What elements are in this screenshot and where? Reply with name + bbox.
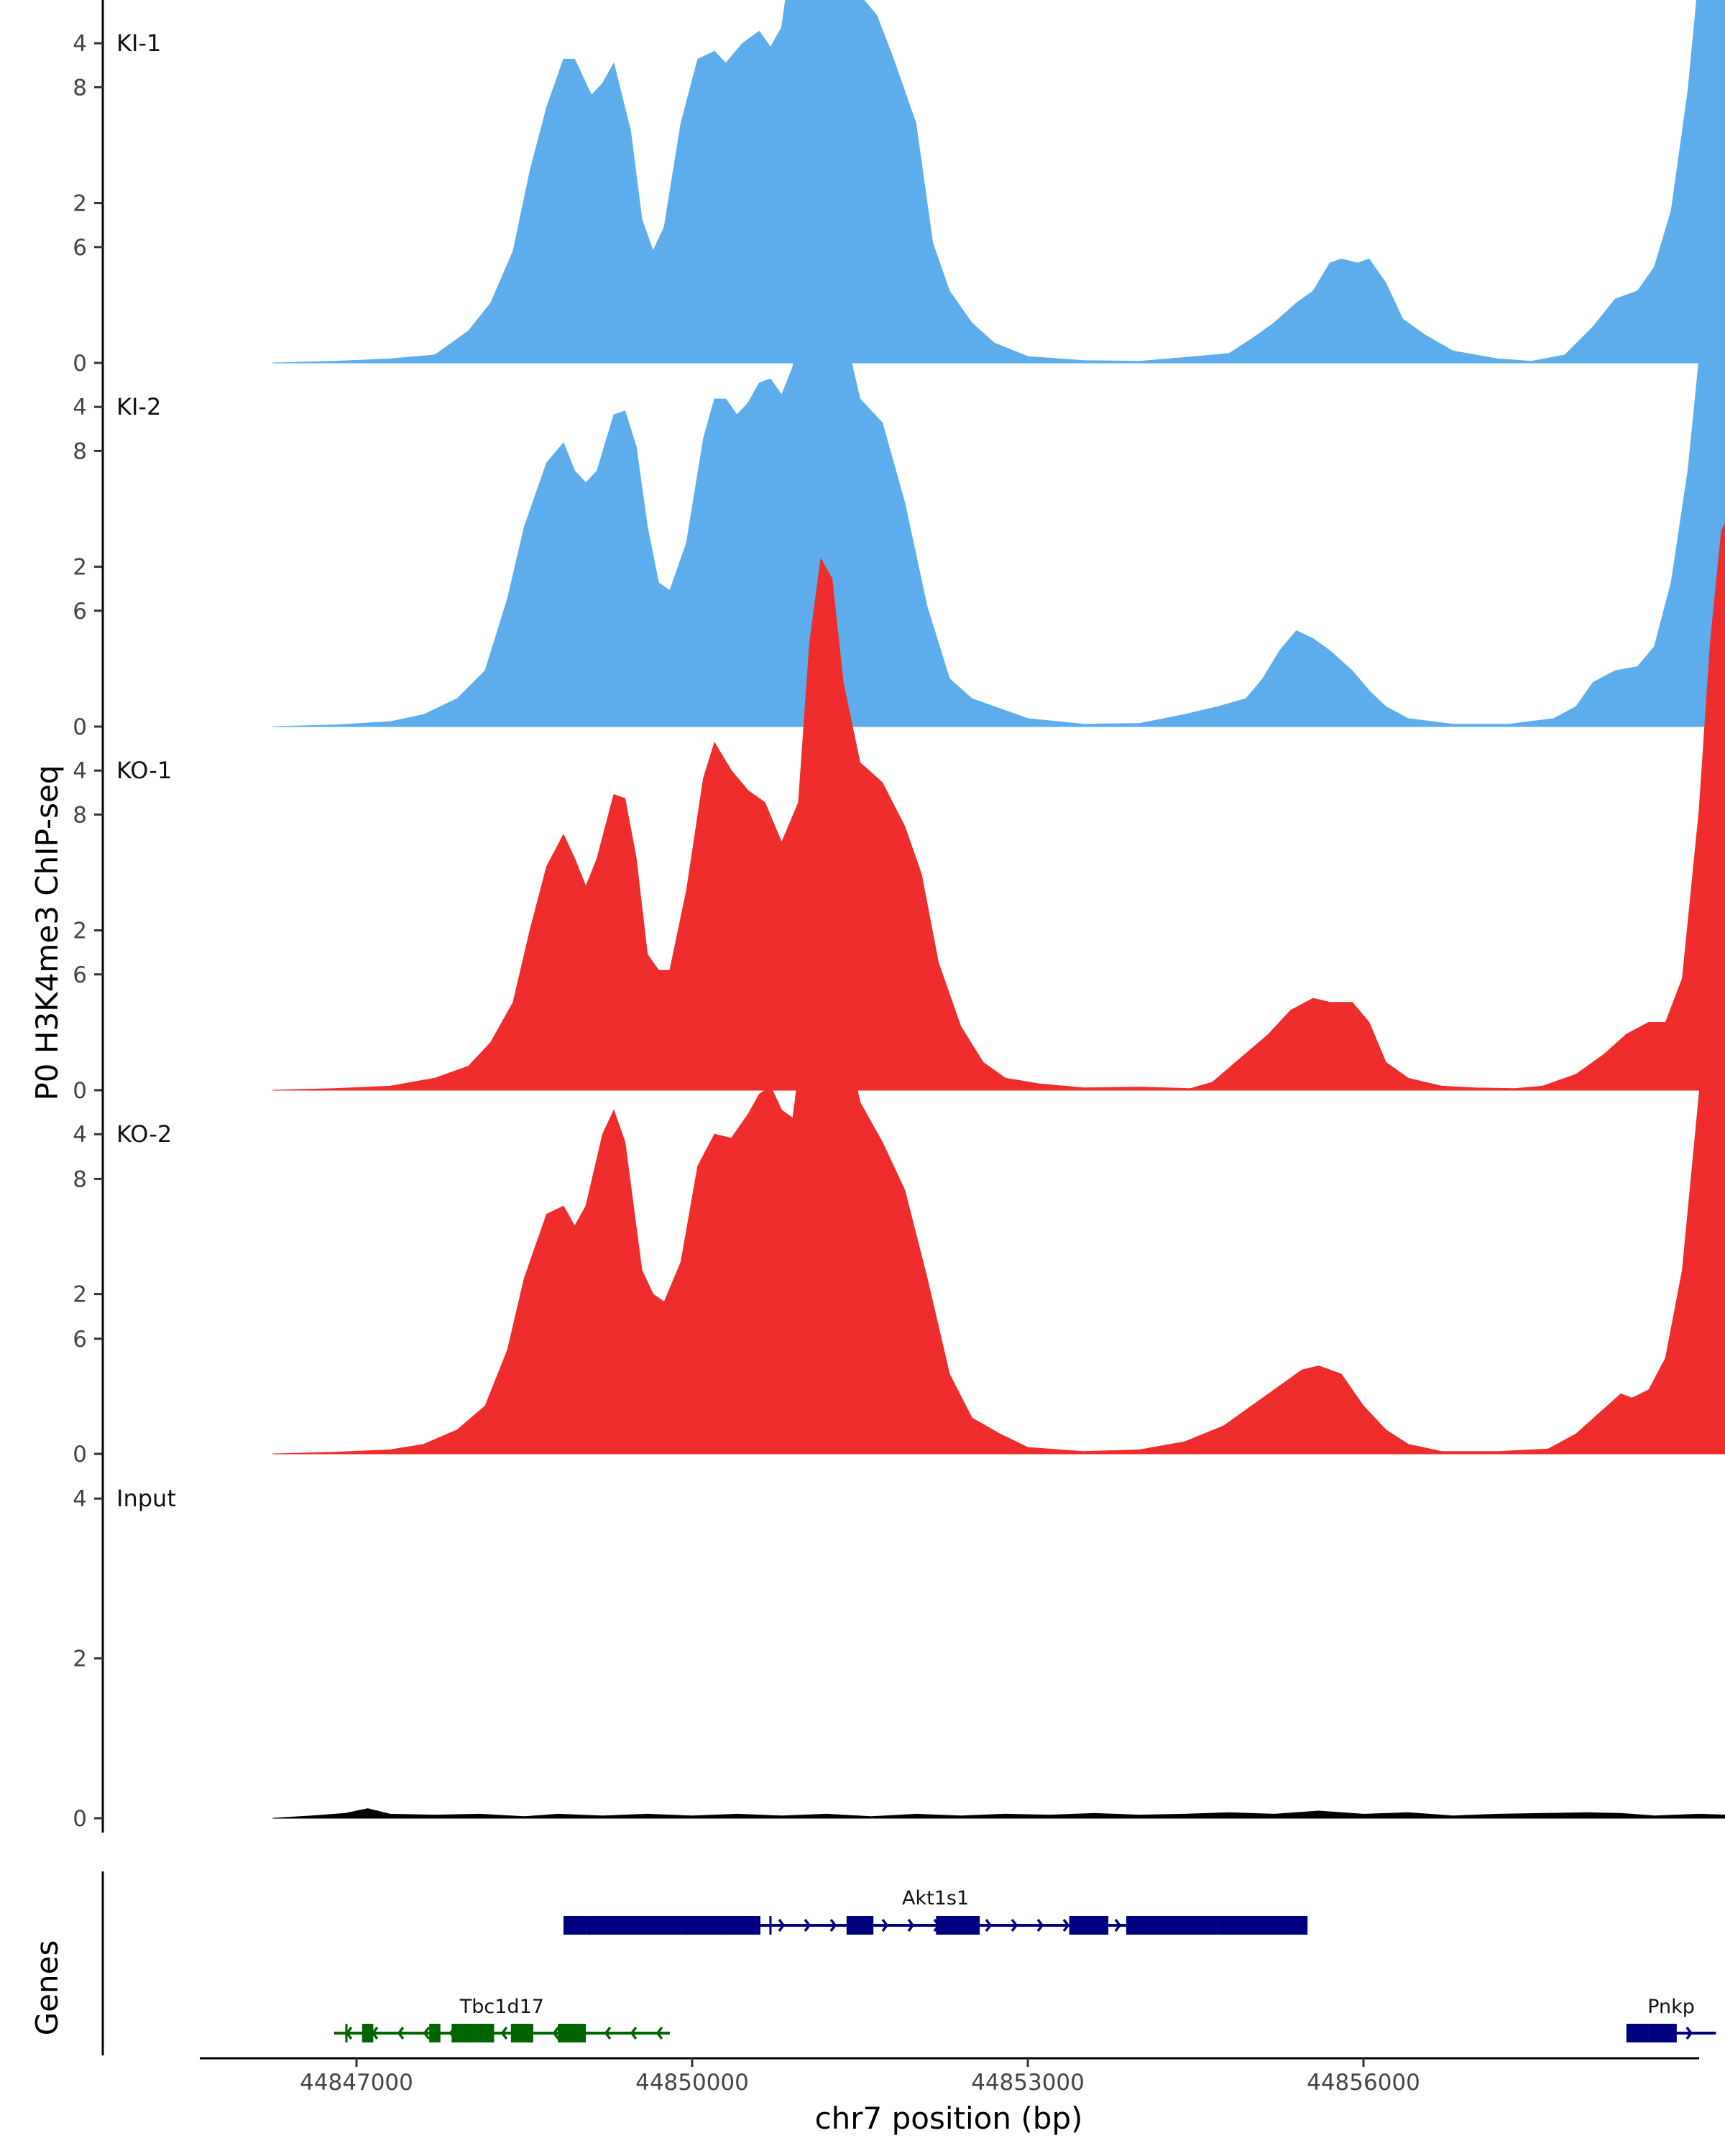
strand-arrow <box>907 1918 915 1932</box>
strand-arrow <box>500 2026 508 2040</box>
strand-arrow <box>423 2026 431 2040</box>
exon <box>1626 2024 1649 2042</box>
signal-area-ki-2 <box>272 174 1725 727</box>
gene-label: Pnkp <box>1647 1996 1695 2018</box>
exon <box>1126 1916 1218 1935</box>
exon <box>474 2024 494 2042</box>
exon <box>451 2024 474 2042</box>
strand-arrow <box>1062 1918 1070 1932</box>
gene-tbc1d17: Tbc1d17 <box>334 1996 670 2042</box>
gene-label: Tbc1d17 <box>459 1996 544 2018</box>
strand-arrow <box>1685 2026 1693 2040</box>
y-tick-label: 2 <box>73 191 87 217</box>
strand-arrow <box>552 2026 560 2040</box>
exon <box>846 1916 874 1935</box>
strand-arrow <box>778 1918 786 1932</box>
signal-area-ko-1 <box>272 522 1725 1091</box>
y-tick-label: 8 <box>73 75 87 101</box>
signal-area-ki-1 <box>272 0 1725 364</box>
track-ki-1: 0 2 4 6 8 KI-1 <box>73 0 1725 377</box>
y-tick-label: 4 <box>73 1122 87 1148</box>
exon <box>681 1916 723 1935</box>
x-tick-label: 44850000 <box>635 2070 749 2096</box>
genes-panel: Genes Akt1s1 Tbc1d17 Pnkp <box>29 1871 1716 2055</box>
exon <box>1069 1916 1109 1935</box>
y-axis-title: P0 H3K4me3 ChIP-seq <box>29 765 65 1100</box>
y-tick-label: 4 <box>73 395 87 420</box>
y-tick-label: 4 <box>73 758 87 784</box>
track-label: KI-1 <box>116 29 161 57</box>
genes-axis-title: Genes <box>29 1940 65 2036</box>
y-tick-label: 0 <box>73 714 87 740</box>
exon <box>510 2024 533 2042</box>
y-tick-label: 2 <box>73 1282 87 1308</box>
y-tick-label: 8 <box>73 1166 87 1192</box>
strand-arrow <box>397 2026 405 2040</box>
y-tick-label: 2 <box>73 1646 87 1672</box>
strand-arrow <box>985 1918 993 1932</box>
exon <box>429 2024 441 2042</box>
y-tick-label: 4 <box>73 31 87 57</box>
track-label: KI-2 <box>116 393 161 420</box>
y-tick-label: 8 <box>73 802 87 828</box>
strand-arrow <box>804 1918 811 1932</box>
exon <box>362 2024 374 2042</box>
y-tick-label: 2 <box>73 555 87 581</box>
strand-arrow <box>881 1918 889 1932</box>
track-label: Input <box>116 1485 176 1512</box>
y-tick-label: 2 <box>73 918 87 944</box>
exon <box>558 2024 586 2042</box>
y-tick-label: 0 <box>73 351 87 377</box>
x-tick-label: 44853000 <box>971 2070 1085 2096</box>
signal-area-ko-2 <box>272 863 1725 1455</box>
strand-arrow <box>1011 1918 1018 1932</box>
signal-area-input <box>272 1808 1725 1819</box>
y-tick-label: 0 <box>73 1442 87 1468</box>
x-tick-label: 44856000 <box>1307 2070 1420 2096</box>
exon <box>769 1916 772 1935</box>
y-tick-label: 6 <box>73 1327 87 1353</box>
track-ki-2: 0 2 4 6 8 KI-2 <box>73 75 1725 741</box>
y-tick-label: 6 <box>73 599 87 625</box>
track-input: 0 2 4 6 8 Input <box>73 1166 1725 1833</box>
strand-arrow <box>1114 1918 1122 1932</box>
exon <box>722 1916 756 1935</box>
gene-label: Akt1s1 <box>902 1887 969 1909</box>
strand-arrow <box>829 1918 837 1932</box>
y-tick-label: 0 <box>73 1078 87 1104</box>
exon <box>755 1916 760 1935</box>
y-tick-label: 8 <box>73 438 87 464</box>
x-axis: chr7 position (bp) 44847000 44850000 44853… <box>200 2057 1699 2136</box>
y-tick-label: 6 <box>73 962 87 988</box>
track-label: KO-2 <box>116 1120 172 1148</box>
exon <box>345 2024 348 2042</box>
y-tick-label: 0 <box>73 1806 87 1832</box>
x-tick-label: 44847000 <box>300 2070 413 2096</box>
exon <box>936 1916 980 1935</box>
x-axis-title: chr7 position (bp) <box>815 2101 1083 2136</box>
y-tick-label: 4 <box>73 1486 87 1512</box>
exon <box>586 1916 681 1935</box>
tracks-group: 02468KI-102468KI-202468KO-102468KO-20246… <box>73 0 1725 1833</box>
gene-akt1s1: Akt1s1 <box>563 1887 1308 1935</box>
strand-arrow <box>630 2026 638 2040</box>
track-label: KO-1 <box>116 757 172 784</box>
gene-pnkp: Pnkp <box>1626 1996 1716 2042</box>
exon <box>1648 2024 1677 2042</box>
strand-arrow <box>1036 1918 1044 1932</box>
strand-arrow <box>604 2026 612 2040</box>
y-tick-label: 6 <box>73 235 87 261</box>
exon <box>1218 1916 1308 1935</box>
exon <box>563 1916 586 1935</box>
strand-arrow <box>656 2026 663 2040</box>
